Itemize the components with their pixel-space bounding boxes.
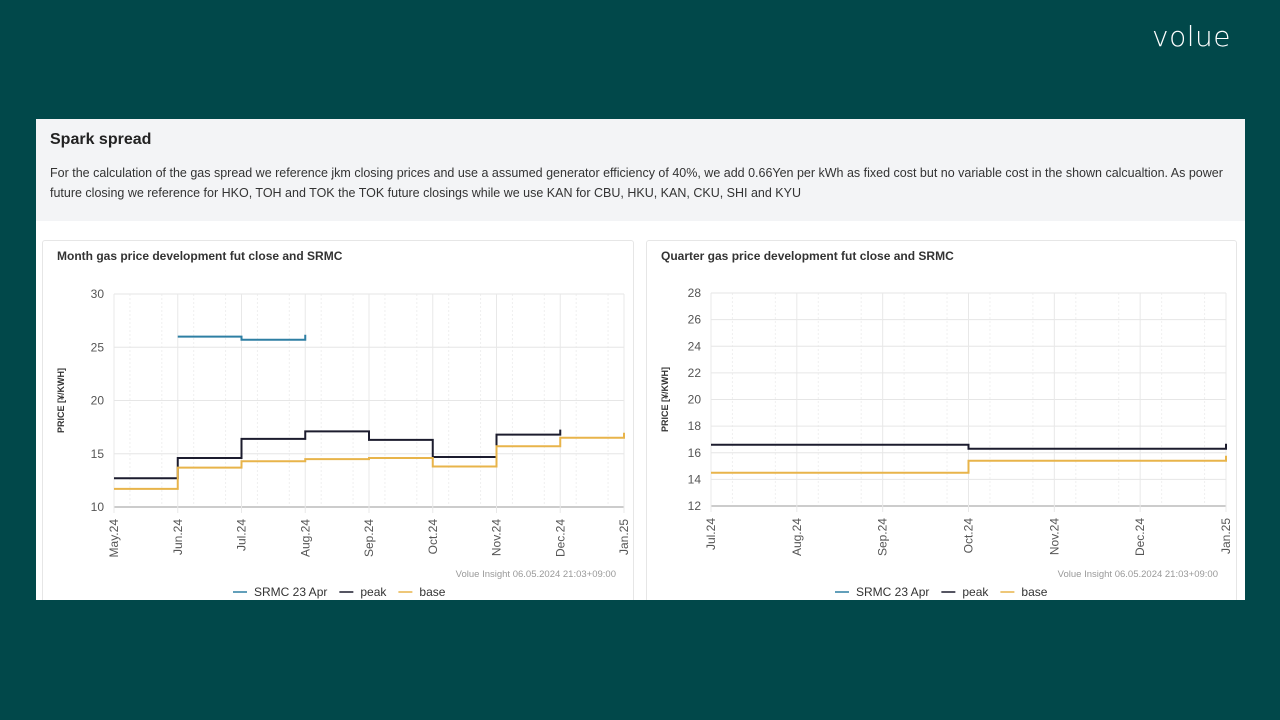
- section-title: Spark spread: [50, 131, 152, 148]
- series-line-peak: [711, 443, 1227, 450]
- chart-title: Quarter gas price development fut close …: [661, 249, 954, 263]
- x-tick-label: Dec.24: [1133, 518, 1147, 556]
- y-tick-label: 10: [91, 500, 105, 514]
- y-tick-label: 22: [688, 366, 702, 380]
- month-chart-card: Month gas price development fut close an…: [42, 240, 634, 600]
- legend-item: SRMC 23 Apr: [254, 585, 327, 599]
- y-tick-label: 18: [688, 419, 702, 433]
- y-axis-label: PRICE [¥/KWH]: [660, 367, 670, 432]
- y-tick-label: 26: [688, 313, 702, 327]
- x-tick-label: May.24: [107, 519, 121, 558]
- legend-item: peak: [962, 585, 989, 599]
- x-tick-label: Nov.24: [490, 519, 504, 556]
- volue-logo: volue: [1152, 20, 1231, 53]
- y-tick-label: 20: [688, 393, 702, 407]
- y-tick-label: 25: [91, 340, 105, 354]
- credit-label: Volue Insight 06.05.2024 21:03+09:00: [456, 569, 616, 580]
- legend-item: SRMC 23 Apr: [856, 585, 929, 599]
- section-description: For the calculation of the gas spread we…: [50, 166, 1223, 200]
- series-line-peak: [114, 429, 562, 480]
- panel-header: Spark spread For the calculation of the …: [36, 119, 1245, 221]
- legend-item: peak: [360, 585, 387, 599]
- chart-svg: 10 15 20 25 30 May.24 Jun.24 Jul.24 Aug.24 Sep.24…: [56, 287, 631, 599]
- y-tick-label: 30: [91, 287, 105, 301]
- x-tick-label: Jan.25: [1219, 518, 1233, 554]
- series-line-base: [711, 455, 1227, 474]
- legend-item: base: [419, 585, 445, 599]
- x-tick-label: Aug.24: [790, 518, 804, 556]
- y-tick-label: 20: [91, 394, 105, 408]
- x-tick-label: Jul.24: [704, 518, 718, 550]
- y-tick-label: 16: [688, 446, 702, 460]
- y-tick-label: 15: [91, 447, 105, 461]
- y-tick-label: 28: [688, 286, 702, 300]
- x-tick-label: Jul.24: [235, 519, 249, 551]
- credit-label: Volue Insight 06.05.2024 21:03+09:00: [1058, 569, 1218, 580]
- quarter-chart-card: Quarter gas price development fut close …: [646, 240, 1237, 600]
- y-tick-label: 24: [688, 339, 702, 353]
- series-line-base: [114, 432, 625, 490]
- x-tick-label: Oct.24: [962, 518, 976, 554]
- x-tick-label: Jan.25: [617, 519, 631, 555]
- chart-title: Month gas price development fut close an…: [57, 249, 343, 263]
- y-tick-label: 14: [688, 472, 702, 486]
- x-tick-label: Sep.24: [362, 519, 376, 557]
- series-line-srmc-23-apr: [177, 334, 307, 341]
- y-tick-label: 12: [688, 499, 702, 513]
- x-tick-label: Oct.24: [426, 519, 440, 555]
- x-tick-label: Aug.24: [298, 519, 312, 557]
- legend-item: base: [1021, 585, 1047, 599]
- x-tick-label: Jun.24: [171, 519, 185, 555]
- x-tick-label: Nov.24: [1047, 518, 1061, 555]
- chart-svg: 12 14 16 18 20 22 24 26 28 Jul.24 Aug.24 Sep.24 Oct.…: [660, 286, 1233, 599]
- x-tick-label: Dec.24: [553, 519, 567, 557]
- spark-spread-panel: Spark spread For the calculation of the …: [36, 119, 1245, 600]
- x-tick-label: Sep.24: [876, 518, 890, 556]
- y-axis-label: PRICE [¥/KWH]: [56, 368, 66, 433]
